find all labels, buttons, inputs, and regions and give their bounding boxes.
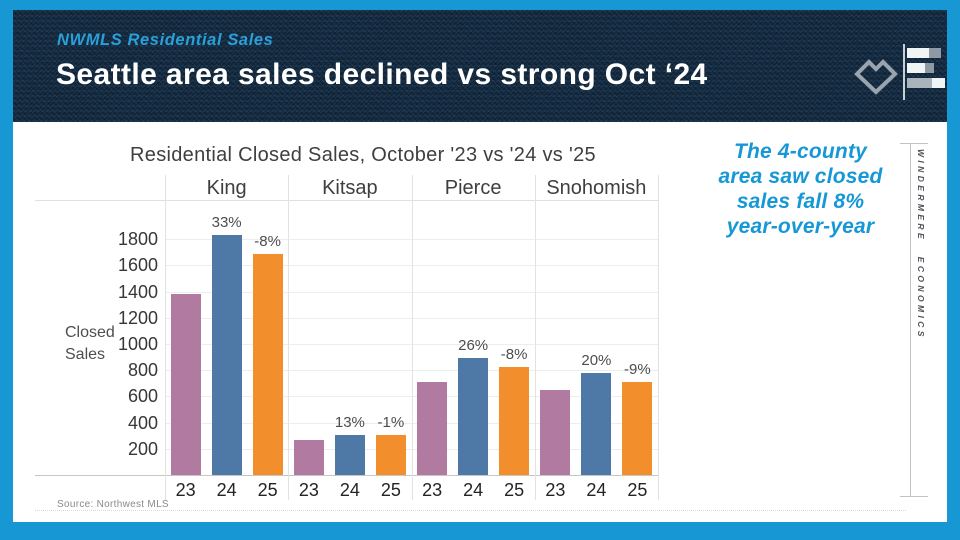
- x-tick-label-pierce-23: 23: [422, 480, 443, 500]
- x-tick-label-kitsap-24: 24: [339, 480, 360, 500]
- column-divider: [658, 175, 659, 500]
- sidebar-divider-cap: [900, 143, 928, 144]
- y-tick-label-1400: 1400: [117, 281, 158, 302]
- bar-value-label-pierce-24: 26%: [458, 336, 489, 354]
- x-axis-line: [35, 475, 658, 476]
- bar-pierce-25: [499, 366, 530, 475]
- bar-snohomish-25: [622, 382, 653, 475]
- bar-kitsap-24: [334, 434, 365, 475]
- x-tick-label-snohomish-24: 24: [586, 480, 607, 500]
- bar-pierce-24: [458, 357, 489, 475]
- bar-king-25: [252, 253, 283, 475]
- bar-value-label-king-25: -8%: [254, 232, 281, 250]
- column-divider: [411, 175, 413, 500]
- bar-value-label-king-24: 33%: [211, 213, 242, 231]
- logo-bar: [907, 63, 934, 73]
- x-tick-label-pierce-25: 25: [504, 480, 525, 500]
- x-tick-label-snohomish-25: 25: [627, 480, 648, 500]
- bar-value-label-kitsap-24: 13%: [334, 413, 365, 431]
- x-tick-label-kitsap-25: 25: [380, 480, 401, 500]
- logo-bar: [907, 78, 945, 88]
- annotation-line: year-over-year: [726, 215, 875, 238]
- col-header-kitsap: Kitsap: [322, 177, 378, 199]
- x-tick-label-pierce-24: 24: [463, 480, 484, 500]
- annotation-callout: The 4-county area saw closed sales fall …: [688, 139, 913, 239]
- bar-value-label-snohomish-25: -9%: [624, 361, 651, 379]
- bar-kitsap-25: [375, 435, 406, 475]
- y-tick-label-1600: 1600: [117, 255, 158, 276]
- y-axis-label-line: Closed: [65, 324, 115, 341]
- sidebar-divider: [910, 143, 911, 497]
- col-header-king: King: [206, 177, 247, 199]
- content-area: Residential Closed Sales, October '23 vs…: [13, 122, 947, 522]
- column-divider: [165, 175, 166, 500]
- bar-value-label-kitsap-25: -1%: [377, 414, 405, 432]
- x-tick-label-king-24: 24: [216, 480, 237, 500]
- bar-king-24: [211, 234, 242, 475]
- source-note: Source: Northwest MLS: [57, 499, 169, 510]
- bar-snohomish-24: [581, 372, 612, 475]
- y-axis-label: Closed Sales: [65, 322, 135, 366]
- col-header-snohomish: Snohomish: [546, 177, 647, 199]
- bar-snohomish-23: [540, 389, 571, 475]
- y-tick-label-1800: 1800: [117, 229, 158, 250]
- windermere-w-logo: [854, 59, 898, 95]
- annotation-line: area saw closed: [718, 165, 883, 188]
- y-axis-label-line: Sales: [65, 346, 106, 363]
- column-divider: [534, 175, 536, 500]
- bar-king-23: [170, 294, 201, 475]
- bottom-dotted-rule: [35, 510, 906, 511]
- y-tick-label-800: 800: [127, 360, 158, 381]
- bar-kitsap-23: [293, 439, 324, 475]
- bar-pierce-23: [417, 382, 448, 475]
- chart: Residential Closed Sales, October '23 vs…: [13, 122, 947, 522]
- bar-value-label-snohomish-24: 20%: [581, 351, 612, 369]
- column-divider: [288, 175, 290, 500]
- chart-title: Residential Closed Sales, October '23 vs…: [130, 144, 596, 166]
- y-tick-label-1000: 1000: [117, 334, 158, 355]
- y-tick-label-1200: 1200: [117, 307, 158, 328]
- y-tick-label-400: 400: [127, 412, 158, 433]
- logo-bar: [907, 48, 941, 58]
- y-tick-label-600: 600: [127, 386, 158, 407]
- x-tick-label-snohomish-23: 23: [545, 480, 566, 500]
- logo-axis-line: [903, 44, 905, 100]
- vertical-brand-text: WINDERMERE ECONOMICS: [916, 149, 926, 340]
- y-tick-label-200: 200: [127, 438, 158, 459]
- x-tick-label-king-23: 23: [175, 480, 196, 500]
- bar-value-label-pierce-25: -8%: [500, 345, 528, 363]
- annotation-line: The 4-county: [733, 140, 868, 163]
- bar-chart-logo-icon: [903, 44, 945, 100]
- header-band: NWMLS Residential Sales Seattle area sal…: [13, 10, 947, 122]
- header-separator: [35, 200, 658, 201]
- eyebrow-label: NWMLS Residential Sales: [57, 31, 274, 49]
- x-tick-label-king-25: 25: [257, 480, 278, 500]
- annotation-line: sales fall 8%: [736, 190, 865, 213]
- col-header-pierce: Pierce: [444, 177, 502, 199]
- x-tick-label-kitsap-23: 23: [298, 480, 319, 500]
- sidebar-divider-cap: [900, 496, 928, 497]
- slide-title: Seattle area sales declined vs strong Oc…: [56, 58, 708, 91]
